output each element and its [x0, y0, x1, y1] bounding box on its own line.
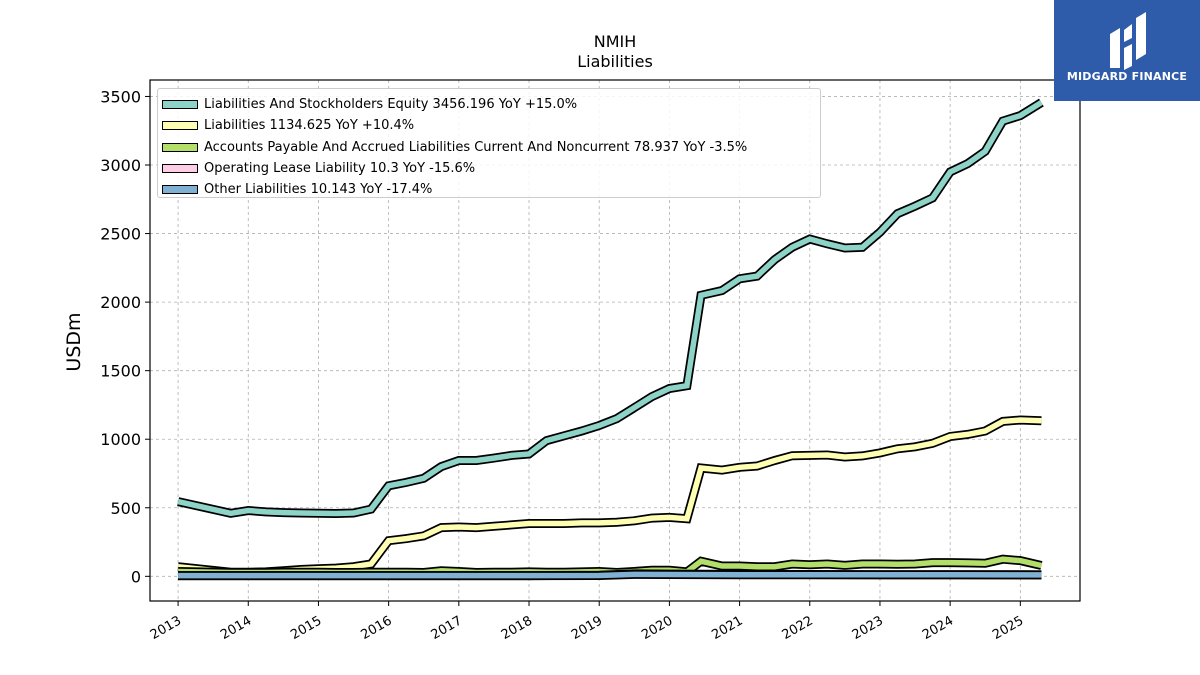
legend-swatch	[162, 185, 198, 195]
series-line	[177, 100, 1043, 517]
legend-item: Liabilities 1134.625 YoY +10.4%	[158, 115, 820, 136]
legend-swatch	[162, 142, 198, 152]
x-tick-label: 2019	[569, 613, 605, 643]
legend-label: Accounts Payable And Accrued Liabilities…	[204, 139, 748, 155]
legend-item: Operating Lease Liability 10.3 YoY -15.6…	[158, 158, 820, 179]
y-tick-label: 3500	[100, 87, 141, 106]
y-tick-label: 1500	[100, 362, 141, 381]
chart-subtitle: Liabilities	[577, 52, 653, 71]
y-tick-label: 3000	[100, 156, 141, 175]
x-tick-label: 2025	[990, 613, 1026, 643]
x-tick-label: 2017	[429, 613, 465, 643]
legend-label: Liabilities And Stockholders Equity 3456…	[204, 97, 578, 113]
legend-label: Liabilities 1134.625 YoY +10.4%	[204, 118, 415, 134]
x-tick-label: 2018	[499, 613, 535, 643]
series-outline	[177, 415, 1042, 577]
legend-swatch	[162, 121, 198, 131]
x-tick-label: 2024	[920, 613, 956, 643]
legend-label: Operating Lease Liability 10.3 YoY -15.6…	[204, 161, 476, 177]
legend-item: Other Liabilities 10.143 YoY -17.4%	[158, 179, 820, 200]
x-tick-label: 2020	[639, 613, 675, 643]
legend-item: Liabilities And Stockholders Equity 3456…	[158, 94, 820, 115]
x-tick-label: 2023	[850, 613, 886, 643]
logo-mark-icon	[1110, 12, 1146, 70]
y-axis-label: USDm	[63, 312, 85, 371]
x-tick-label: 2021	[709, 613, 745, 643]
legend-swatch	[162, 164, 198, 174]
x-tick-label: 2022	[780, 613, 816, 643]
y-tick-label: 500	[110, 499, 141, 518]
legend-swatch	[162, 100, 198, 110]
legend-label: Other Liabilities 10.143 YoY -17.4%	[204, 182, 433, 198]
legend: Liabilities And Stockholders Equity 3456…	[157, 88, 821, 198]
y-tick-label: 0	[131, 567, 141, 586]
y-tick-label: 2500	[100, 225, 141, 244]
series-line	[178, 571, 1042, 579]
series-line	[177, 417, 1042, 575]
y-tick-label: 1000	[100, 430, 141, 449]
x-tick-label: 2013	[148, 613, 184, 643]
x-tick-label: 2015	[288, 613, 324, 643]
brand-logo: MIDGARD FINANCE	[1054, 0, 1200, 101]
chart-title: NMIH	[593, 32, 637, 51]
x-tick-label: 2016	[358, 613, 394, 643]
x-tick-label: 2014	[218, 613, 254, 643]
brand-name: MIDGARD FINANCE	[1066, 70, 1188, 83]
legend-item: Accounts Payable And Accrued Liabilities…	[158, 137, 820, 158]
plot-frame	[149, 79, 1081, 602]
y-tick-label: 2000	[100, 293, 141, 312]
series-layer	[177, 98, 1044, 581]
